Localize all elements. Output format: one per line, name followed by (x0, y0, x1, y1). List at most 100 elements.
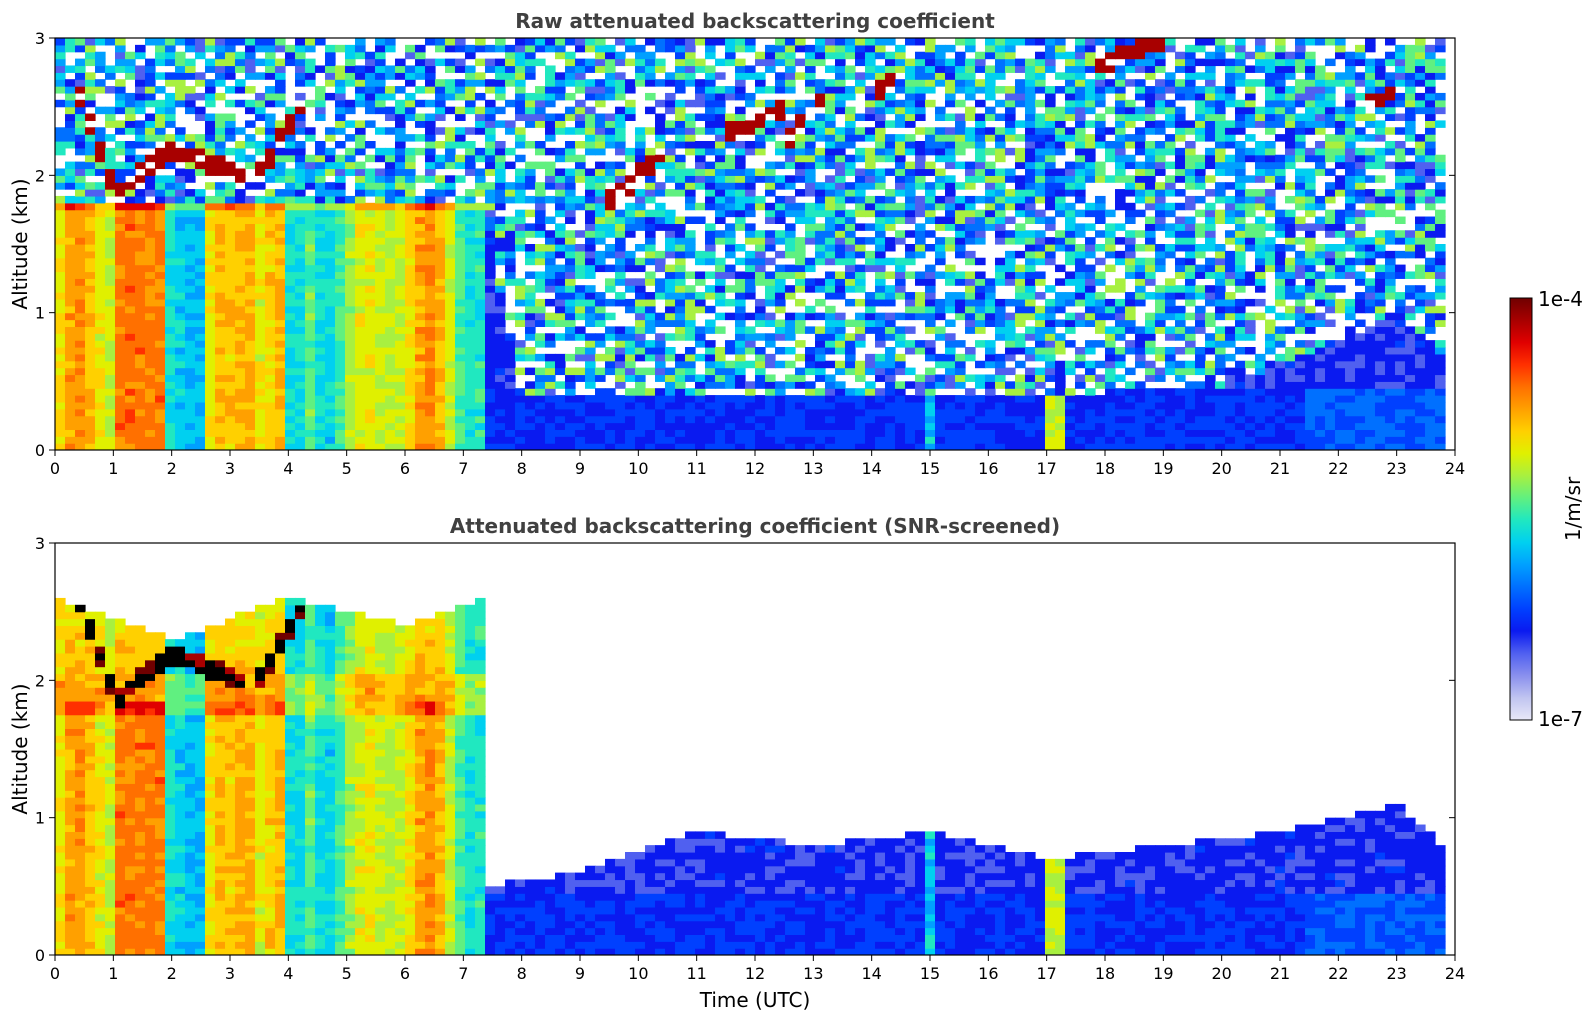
heatmap-cell (875, 271, 886, 279)
heatmap-cell (195, 347, 206, 355)
heatmap-cell (355, 195, 366, 204)
heatmap-cell (285, 134, 296, 142)
heatmap-cell (1035, 230, 1046, 238)
heatmap-cell (875, 401, 886, 410)
heatmap-cell (875, 360, 886, 369)
heatmap-cell (225, 237, 236, 245)
heatmap-cell (945, 223, 956, 231)
heatmap-cell (765, 429, 776, 437)
heatmap-cell (615, 347, 626, 355)
heatmap-cell (295, 51, 306, 60)
heatmap-cell (465, 86, 476, 94)
heatmap-cell (1045, 374, 1056, 382)
heatmap-cell (895, 360, 906, 369)
heatmap-cell (1015, 230, 1026, 238)
heatmap-cell (165, 374, 176, 382)
heatmap-cell (235, 285, 246, 293)
heatmap-cell (385, 264, 396, 273)
heatmap-cell (535, 257, 546, 266)
heatmap-cell (855, 175, 866, 183)
heatmap-cell (1045, 216, 1056, 224)
heatmap-cell (715, 264, 726, 273)
heatmap-cell (245, 244, 256, 252)
heatmap-cell (705, 422, 716, 430)
heatmap-cell (685, 182, 696, 190)
heatmap-cell (855, 374, 866, 382)
heatmap-cell (955, 58, 966, 67)
heatmap-cell (245, 408, 256, 417)
heatmap-cell (395, 244, 406, 252)
heatmap-cell (365, 347, 376, 355)
heatmap-cell (1045, 401, 1056, 410)
heatmap-cell (625, 347, 636, 355)
heatmap-cell (805, 388, 816, 396)
heatmap-cell (1015, 189, 1026, 197)
heatmap-cell (855, 333, 866, 341)
heatmap-cell (105, 189, 116, 197)
heatmap-cell (405, 195, 416, 204)
heatmap-cell (815, 99, 826, 108)
heatmap-cell (135, 319, 146, 327)
heatmap-cell (655, 58, 666, 67)
heatmap-cell (495, 86, 506, 94)
heatmap-cell (945, 374, 956, 382)
heatmap-cell (595, 202, 606, 211)
heatmap-cell (585, 44, 596, 53)
heatmap-cell (615, 209, 626, 218)
heatmap-cell (705, 161, 716, 170)
heatmap-cell (765, 44, 776, 53)
heatmap-cell (945, 381, 956, 389)
heatmap-cell (1025, 189, 1036, 197)
heatmap-cell (155, 134, 166, 142)
heatmap-cell (705, 189, 716, 197)
heatmap-cell (475, 264, 486, 273)
heatmap-cell (895, 44, 906, 53)
heatmap-cell (365, 237, 376, 245)
heatmap-cell (975, 298, 986, 307)
heatmap-cell (535, 99, 546, 108)
heatmap-cell (155, 360, 166, 369)
heatmap-cell (225, 257, 236, 266)
heatmap-cell (995, 367, 1006, 376)
heatmap-cell (575, 141, 586, 149)
heatmap-cell (765, 127, 776, 135)
heatmap-cell (545, 312, 556, 321)
heatmap-cell (265, 65, 276, 73)
heatmap-cell (545, 374, 556, 382)
heatmap-cell (835, 58, 846, 67)
heatmap-cell (875, 319, 886, 327)
heatmap-cell (55, 292, 66, 300)
heatmap-cell (245, 141, 256, 149)
heatmap-cell (85, 113, 96, 121)
heatmap-cell (95, 292, 106, 300)
heatmap-cell (125, 401, 136, 410)
heatmap-cell (565, 264, 576, 273)
heatmap-cell (615, 230, 626, 238)
heatmap-cell (185, 353, 196, 362)
heatmap-cell (175, 51, 186, 60)
heatmap-cell (225, 230, 236, 238)
heatmap-cell (315, 298, 326, 307)
heatmap-cell (905, 244, 916, 252)
heatmap-cell (645, 305, 656, 314)
heatmap-cell (595, 333, 606, 341)
heatmap-cell (855, 147, 866, 156)
heatmap-cell (445, 429, 456, 437)
heatmap-cell (875, 141, 886, 149)
heatmap-cell (995, 401, 1006, 410)
heatmap-cell (555, 367, 566, 376)
heatmap-cell (585, 195, 596, 204)
heatmap-cell (575, 436, 586, 444)
heatmap-cell (655, 44, 666, 53)
heatmap-cell (795, 271, 806, 279)
heatmap-cell (135, 401, 146, 410)
heatmap-cell (605, 134, 616, 142)
heatmap-cell (75, 395, 86, 403)
heatmap-cell (55, 367, 66, 376)
heatmap-cell (115, 230, 126, 238)
heatmap-cell (955, 202, 966, 211)
heatmap-cell (365, 353, 376, 362)
heatmap-cell (375, 319, 386, 327)
heatmap-cell (145, 244, 156, 252)
heatmap-cell (1035, 134, 1046, 142)
